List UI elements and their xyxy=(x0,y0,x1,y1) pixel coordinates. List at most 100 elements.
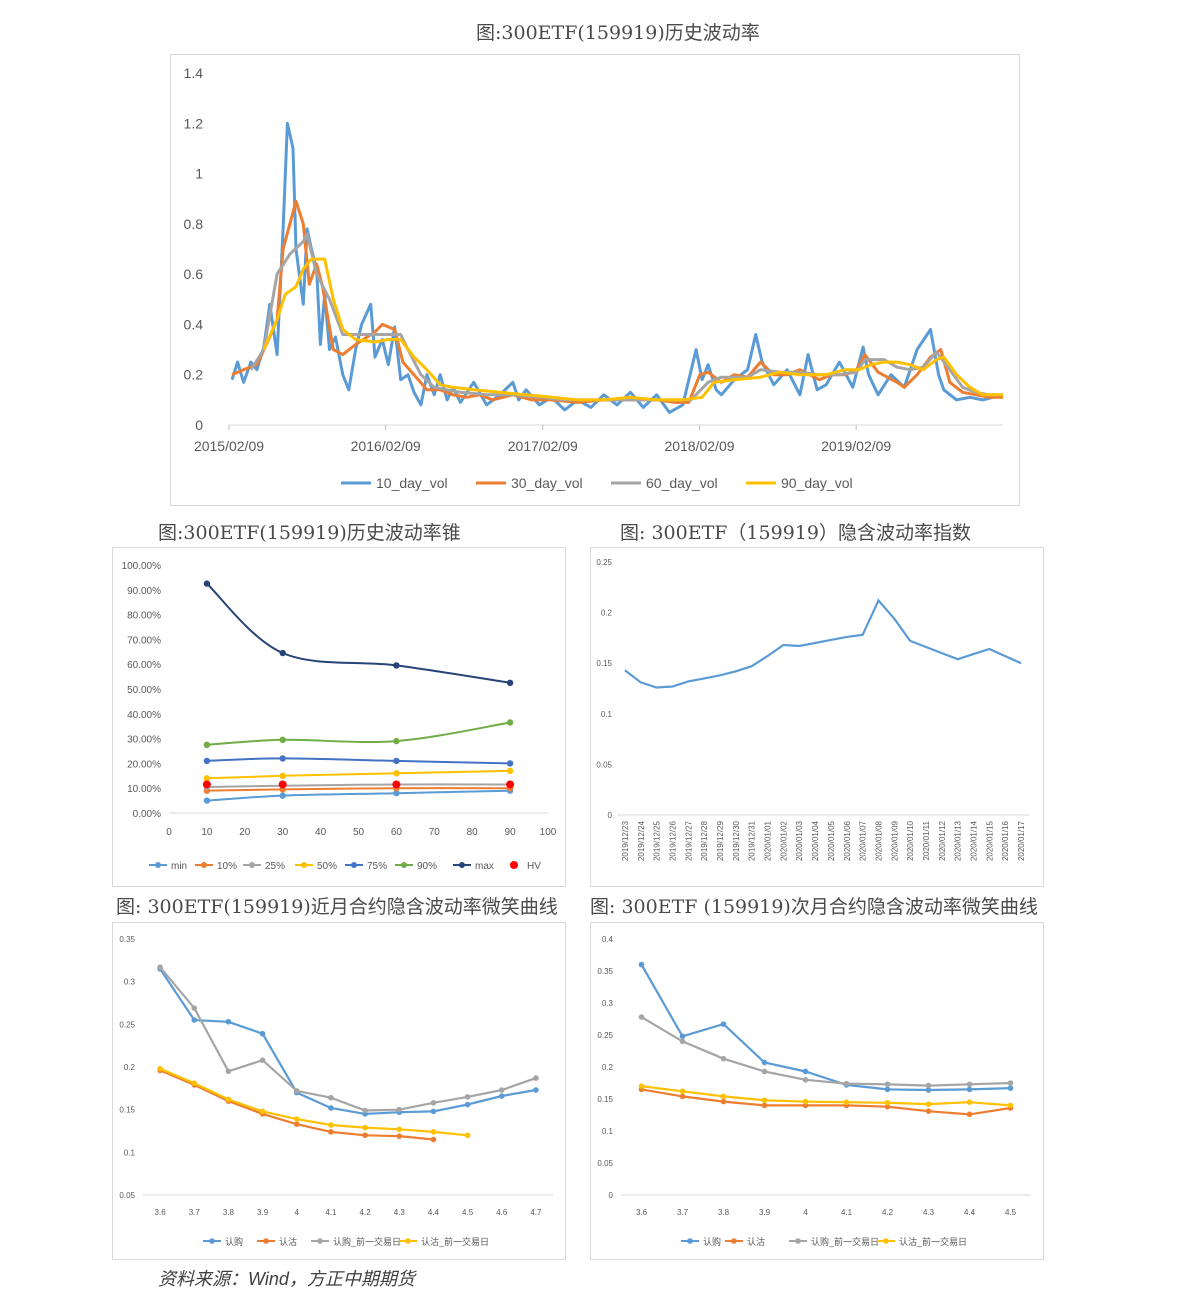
series-point-认沽_前一交易日 xyxy=(362,1124,368,1131)
series-point-90% xyxy=(506,719,514,726)
legend-marker-认沽_前一交易日 xyxy=(883,1238,889,1244)
series-point-50% xyxy=(279,772,286,779)
series-point-50% xyxy=(393,770,400,777)
x-tick-label: 50 xyxy=(353,827,365,838)
hv-cone-chart: 0.00% 10.00% 20.00% 30.00% 40.00% 50.00% 60.00… xyxy=(122,561,557,872)
series-line-认沽_前一交易日 xyxy=(159,1067,468,1137)
series-point-认购_前一交易日 xyxy=(430,1100,437,1106)
x-tick-label: 2019/12/27 xyxy=(684,820,693,861)
series-point-75% xyxy=(393,757,400,765)
x-tick-label: 2020/01/12 xyxy=(938,820,947,861)
x-tick-label: 90 xyxy=(505,827,517,838)
series-point-认购 xyxy=(259,1030,266,1037)
series-point-认沽 xyxy=(679,1093,686,1100)
legend-marker-HV xyxy=(510,861,518,869)
x-tick-label: 4 xyxy=(295,1208,300,1217)
x-tick-label: 4.4 xyxy=(964,1208,976,1217)
series-point-max xyxy=(506,679,514,686)
series-point-认沽_前一交易日 xyxy=(191,1080,198,1087)
x-tick-label: 60 xyxy=(391,827,403,838)
series-point-认购_前一交易日 xyxy=(533,1075,539,1081)
series-point-认沽_前一交易日 xyxy=(884,1100,891,1106)
iv-index-panel: 0 0.05 0.1 0.15 0.2 0.25 2019/12/23 2019/12/24 2… xyxy=(590,547,1044,887)
x-tick-label: 2019/12/26 xyxy=(668,820,677,861)
x-tick-label: 4.1 xyxy=(325,1208,337,1217)
legend-marker-90% xyxy=(401,862,407,868)
x-tick-label: 3.6 xyxy=(155,1208,167,1217)
legend-label-认购: 认购 xyxy=(703,1236,721,1247)
series-point-认购_前一交易日 xyxy=(1007,1080,1014,1086)
x-tick-label: 2020/01/03 xyxy=(795,820,804,861)
series-point-认沽_前一交易日 xyxy=(225,1096,232,1103)
series-point-认购 xyxy=(498,1093,505,1099)
x-tick-label: 2015/02/09 xyxy=(194,438,264,454)
x-tick-label: 4.5 xyxy=(462,1208,474,1217)
x-tick-label: 2019/12/24 xyxy=(637,820,646,861)
y-tick-label: 0.15 xyxy=(597,1095,613,1104)
series-point-认沽 xyxy=(761,1102,768,1109)
series-line-50% xyxy=(206,769,511,780)
legend-label-25%: 25% xyxy=(265,861,285,872)
series-point-认沽 xyxy=(802,1102,809,1109)
series-point-认沽_前一交易日 xyxy=(430,1129,437,1135)
x-tick-label: 4.4 xyxy=(428,1208,440,1217)
series-point-认沽 xyxy=(328,1129,334,1135)
legend-label-min: min xyxy=(171,861,187,872)
x-tick-label: 2020/01/17 xyxy=(1017,820,1026,861)
series-line-认购 xyxy=(159,968,537,1116)
x-tick-label: 3.8 xyxy=(223,1208,235,1217)
series-line-30_day_vol xyxy=(231,199,1003,404)
series-line-认沽 xyxy=(641,1088,1011,1116)
x-tick-label: 4.6 xyxy=(496,1208,508,1217)
series-line-90_day_vol xyxy=(262,257,1003,402)
series-point-认沽 xyxy=(884,1103,891,1110)
x-tick-label: 2020/01/15 xyxy=(985,820,994,861)
x-tick-label: 2019/12/25 xyxy=(653,820,662,861)
y-tick-label: 0.35 xyxy=(119,935,135,944)
iv-index-title: 图: 300ETF（159919）隐含波动率指数 xyxy=(620,522,971,544)
y-tick-label: 80.00% xyxy=(127,611,161,622)
series-point-50% xyxy=(203,775,211,782)
series-line-认购 xyxy=(640,964,1011,1092)
x-tick-label: 2019/12/23 xyxy=(621,820,630,861)
x-tick-label: 2020/01/05 xyxy=(827,820,836,861)
y-tick-label: 0.2 xyxy=(602,1063,614,1072)
x-tick-label: 4.7 xyxy=(530,1208,542,1217)
x-tick-label: 4 xyxy=(803,1208,808,1217)
x-tick-label: 4.3 xyxy=(923,1208,935,1217)
series-point-50% xyxy=(506,767,514,775)
x-tick-label: 2017/02/09 xyxy=(508,438,578,454)
series-point-认沽 xyxy=(925,1108,932,1114)
x-tick-label: 2020/01/01 xyxy=(764,820,773,861)
series-point-min xyxy=(393,789,400,797)
series-point-认沽_前一交易日 xyxy=(464,1132,471,1139)
x-tick-label: 2019/12/29 xyxy=(716,820,725,861)
series-point-认购 xyxy=(1007,1085,1014,1091)
x-tick-label: 20 xyxy=(239,827,251,838)
series-point-认购_前一交易日 xyxy=(843,1080,850,1087)
legend-label-HV: HV xyxy=(527,861,541,872)
legend-label-10_day_vol: 10_day_vol xyxy=(376,475,448,491)
hv-cone-panel: 0.00% 10.00% 20.00% 30.00% 40.00% 50.00% 60.00… xyxy=(112,547,566,887)
series-point-75% xyxy=(506,760,514,767)
x-tick-label: 2020/01/16 xyxy=(1001,820,1010,861)
legend-marker-认购_前一交易日 xyxy=(795,1238,801,1244)
x-tick-label: 2020/01/13 xyxy=(954,820,963,861)
legend-label-认沽_前一交易日: 认沽_前一交易日 xyxy=(421,1236,489,1247)
series-point-HV xyxy=(392,780,401,789)
iv-index-chart: 0 0.05 0.1 0.15 0.2 0.25 2019/12/23 2019/12/24 2… xyxy=(596,558,1029,861)
series-point-认购_前一交易日 xyxy=(362,1107,368,1114)
source-prefix: 资料来源： xyxy=(158,1269,248,1290)
y-tick-label: 0.4 xyxy=(602,935,614,944)
y-tick-label: 0.05 xyxy=(597,1159,613,1168)
legend-label-75%: 75% xyxy=(367,861,387,872)
y-tick-label: 0.4 xyxy=(184,316,204,332)
next-smile-chart: 0 0.05 0.1 0.15 0.2 0.25 0.3 0.35 0.4 3.6 3.7 3.8 3.… xyxy=(597,935,1031,1247)
x-tick-label: 2018/02/09 xyxy=(664,438,734,454)
series-point-认沽_前一交易日 xyxy=(966,1099,973,1105)
series-point-认购_前一交易日 xyxy=(884,1081,891,1088)
series-point-认沽 xyxy=(293,1121,300,1127)
series-point-认购_前一交易日 xyxy=(293,1088,300,1094)
series-line-25% xyxy=(206,783,511,788)
source-brand: Wind xyxy=(248,1269,289,1289)
